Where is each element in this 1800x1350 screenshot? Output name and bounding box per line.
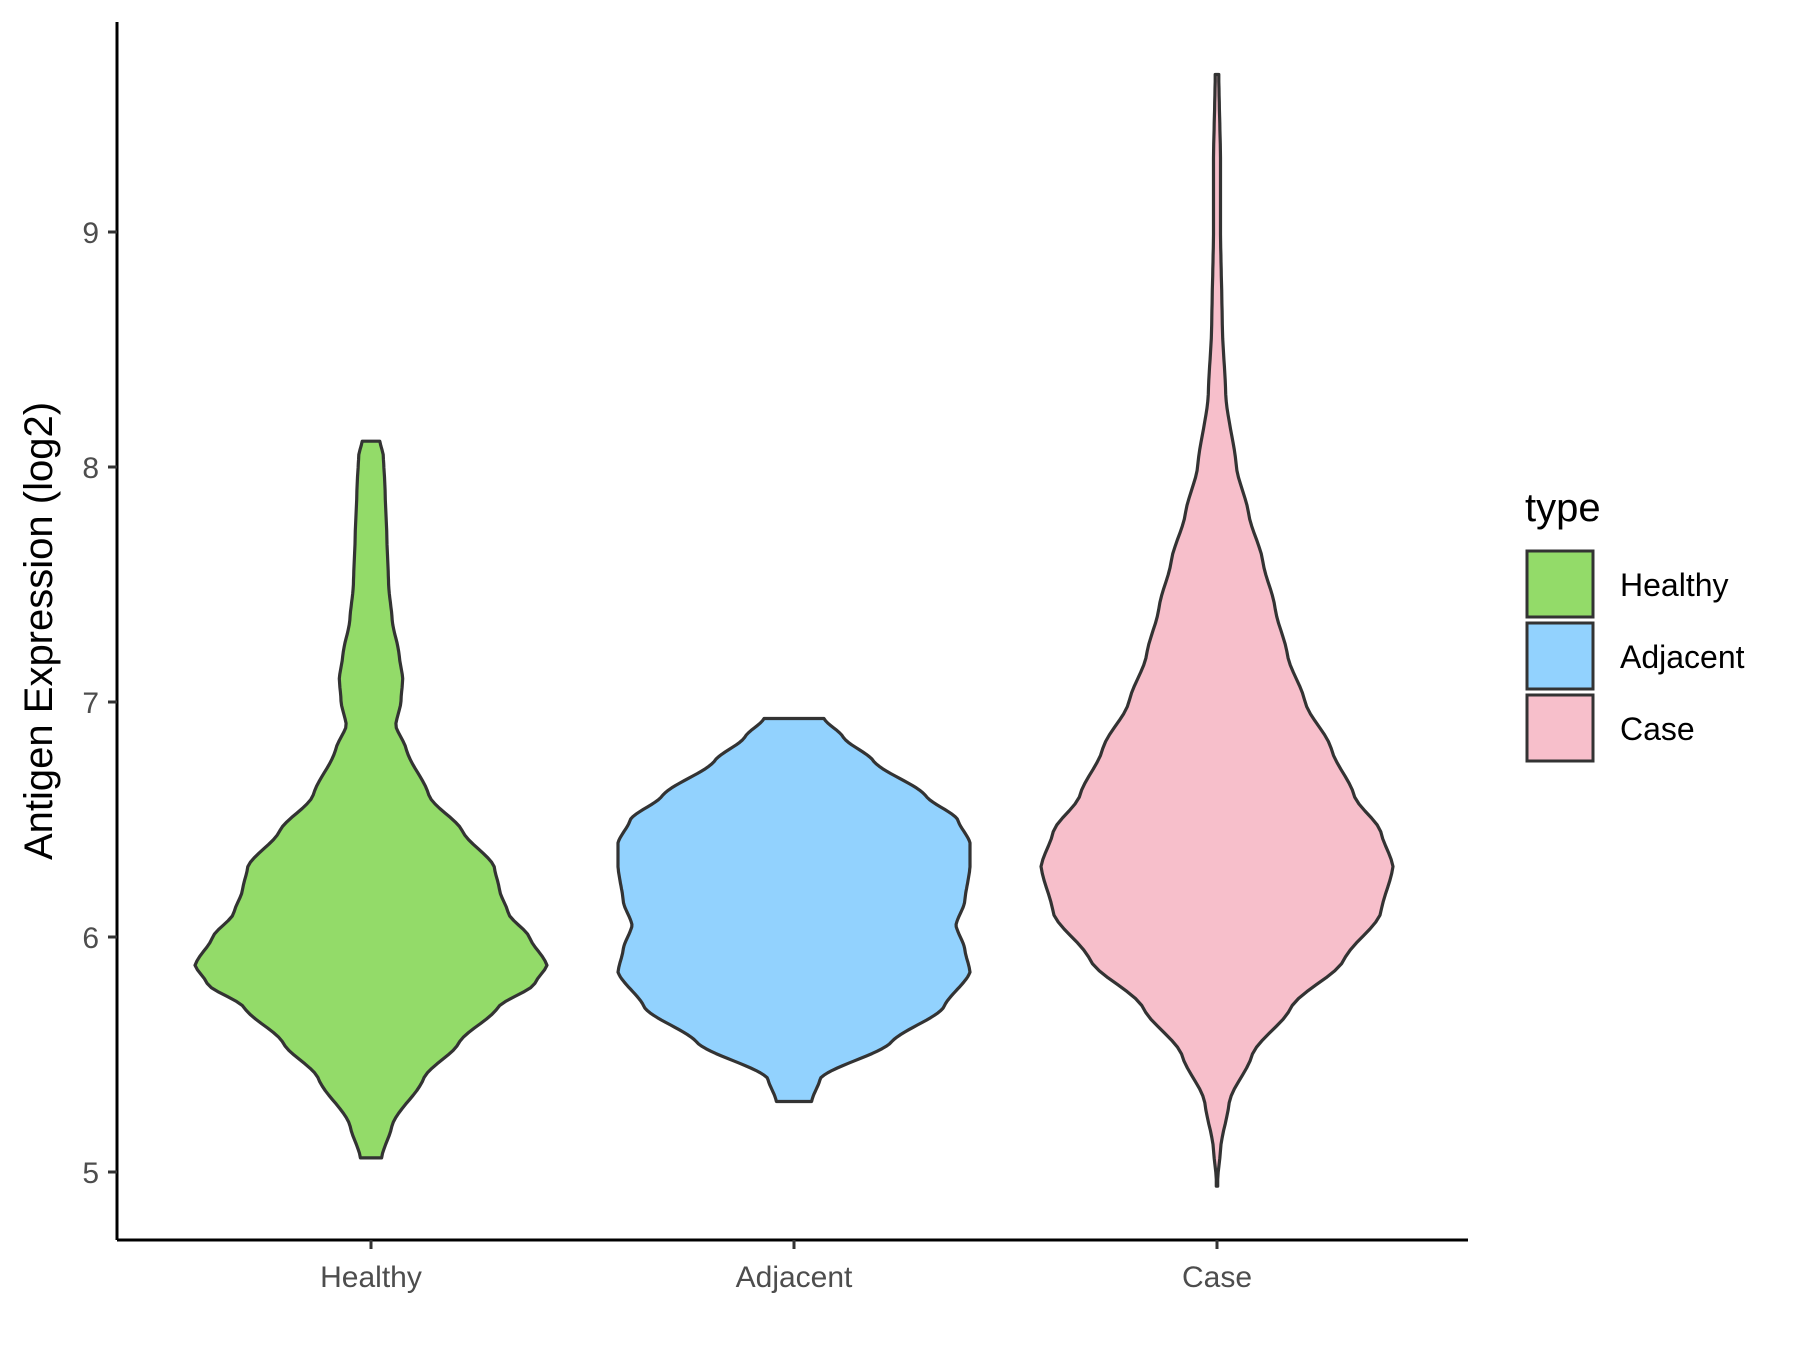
violin-healthy (193, 439, 549, 1160)
y-axis-title: Antigen Expression (log2) (17, 402, 61, 860)
x-axis-ticks: Healthy Adjacent Case (320, 1240, 1252, 1294)
x-tick-label: Case (1182, 1261, 1252, 1294)
violin-case (1039, 72, 1395, 1188)
legend-key-case (1525, 693, 1595, 763)
x-tick-label: Adjacent (736, 1261, 853, 1294)
legend-label-adjacent: Adjacent (1620, 639, 1745, 675)
y-tick-label: 6 (82, 922, 99, 955)
y-tick-label: 5 (82, 1157, 99, 1190)
y-tick-label: 7 (82, 687, 99, 720)
legend: type Healthy Adjacent Case (1525, 486, 1745, 763)
legend-title: type (1525, 486, 1601, 530)
legend-items: Healthy Adjacent Case (1525, 549, 1745, 763)
violin-adjacent (616, 716, 972, 1104)
violins (193, 72, 1395, 1188)
y-axis-ticks: 5 6 7 8 9 (82, 217, 117, 1190)
legend-label-case: Case (1620, 711, 1695, 747)
x-tick-label: Healthy (320, 1261, 422, 1294)
y-tick-label: 8 (82, 452, 99, 485)
legend-label-healthy: Healthy (1620, 567, 1729, 603)
legend-key-healthy (1525, 549, 1595, 619)
legend-key-adjacent (1525, 621, 1595, 691)
y-tick-label: 9 (82, 217, 99, 250)
plot-area: 5 6 7 8 9 Healthy Adjacent Case (82, 22, 1468, 1294)
